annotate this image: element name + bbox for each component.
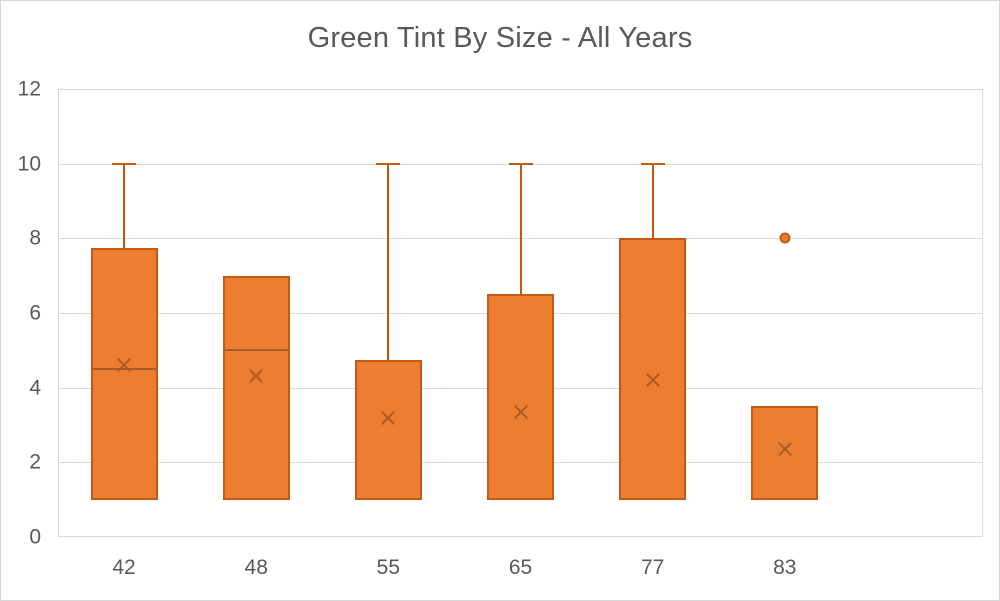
x-axis-label: 48 <box>244 556 268 579</box>
mean-marker <box>776 440 794 458</box>
y-axis-label: 4 <box>29 376 41 400</box>
box-65[interactable] <box>487 294 554 500</box>
box-55[interactable] <box>354 359 422 500</box>
box-77[interactable] <box>619 238 687 500</box>
x-axis-label: 42 <box>112 556 136 579</box>
box-42[interactable] <box>90 247 158 500</box>
mean-marker <box>512 403 530 421</box>
y-axis-label: 8 <box>29 226 41 250</box>
x-axis-label: 83 <box>773 556 797 579</box>
y-axis-label: 0 <box>29 525 41 549</box>
mean-marker <box>379 409 397 427</box>
x-axis-label: 65 <box>508 556 533 579</box>
upper-whisker <box>387 163 390 360</box>
outlier-point[interactable] <box>779 232 791 244</box>
upper-whisker-cap <box>376 162 401 165</box>
y-axis-label: 10 <box>17 152 41 176</box>
y-axis-label: 2 <box>29 450 41 474</box>
box-48[interactable] <box>222 275 290 500</box>
mean-marker <box>247 367 265 385</box>
mean-marker <box>644 371 662 389</box>
upper-whisker-cap <box>112 162 137 165</box>
y-axis-label: 12 <box>17 77 41 101</box>
mean-marker <box>115 356 133 374</box>
y-axis-label: 6 <box>29 301 41 325</box>
chart-title: Green Tint By Size - All Years <box>307 22 693 54</box>
upper-whisker-cap <box>640 162 665 165</box>
median-line <box>224 349 288 352</box>
upper-whisker-cap <box>508 162 533 165</box>
x-axis-label: 77 <box>640 556 665 579</box>
upper-whisker <box>651 163 654 239</box>
x-axis-label: 55 <box>376 556 401 579</box>
upper-whisker <box>123 163 126 248</box>
upper-whisker <box>519 163 522 295</box>
